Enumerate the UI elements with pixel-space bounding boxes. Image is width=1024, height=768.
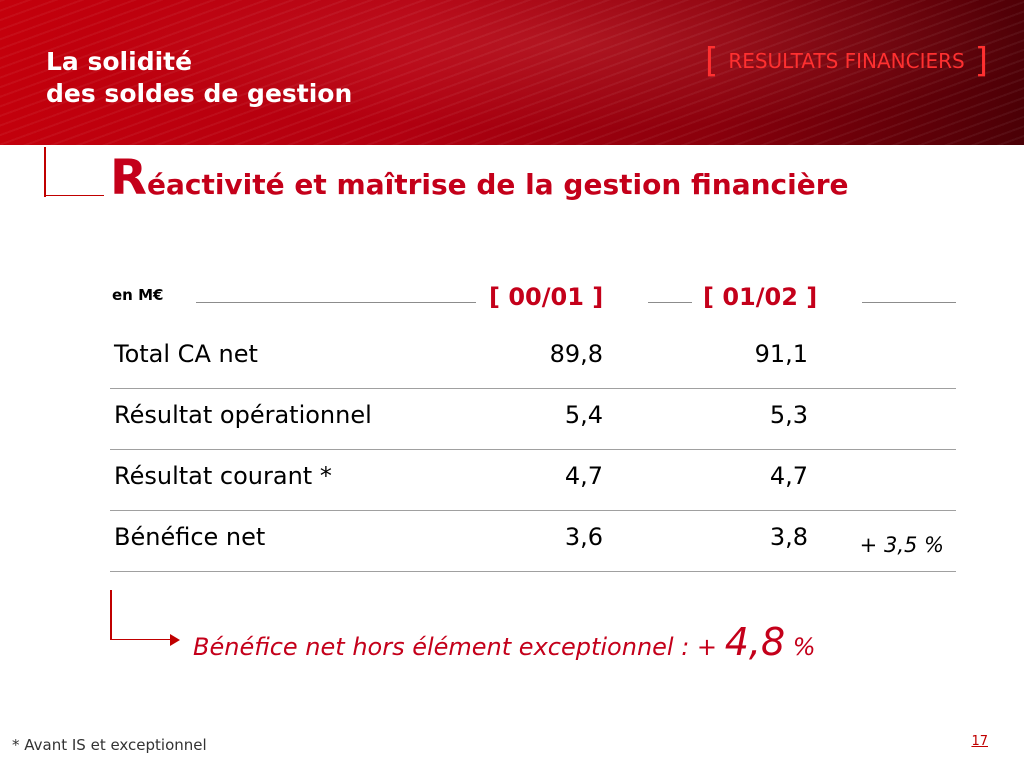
unit-label: en M€ — [112, 286, 164, 304]
callout-arrow-horizontal — [110, 639, 172, 640]
row-label: Total CA net — [114, 340, 258, 368]
growth-note-sign: + — [859, 533, 878, 557]
table-row: Bénéfice net 3,6 3,8 + 3,5 % — [110, 511, 956, 572]
row-value-0001: 3,6 — [564, 523, 603, 551]
column-header-0102: [ 01/02 ] — [703, 283, 818, 311]
row-label: Résultat opérationnel — [114, 401, 372, 429]
title-corner-vertical — [44, 147, 46, 197]
callout-arrow-vertical — [110, 590, 112, 640]
header-banner: La solidité des soldes de gestion [ RESU… — [0, 0, 1024, 145]
growth-note: + 3,5 % — [860, 533, 944, 557]
row-value-0102: 5,3 — [769, 401, 808, 429]
highlight-text: Bénéfice net hors élément exceptionnel :… — [193, 633, 718, 661]
highlight-callout: Bénéfice net hors élément exceptionnel :… — [193, 620, 816, 664]
page-title-initial: R — [110, 150, 147, 206]
row-label: Bénéfice net — [114, 523, 266, 551]
table-row: Résultat opérationnel 5,4 5,3 — [110, 389, 956, 450]
row-value-0001: 89,8 — [549, 340, 603, 368]
table-row: Résultat courant * 4,7 4,7 — [110, 450, 956, 511]
growth-note-value: 3,5 % — [883, 533, 944, 557]
section-label: RESULTATS FINANCIERS — [728, 49, 965, 73]
banner-title-line2: des soldes de gestion — [46, 79, 353, 108]
section-tag: [ RESULTATS FINANCIERS ] — [705, 44, 988, 78]
table-row: Total CA net 89,8 91,1 — [110, 328, 956, 389]
highlight-unit: % — [792, 633, 816, 661]
row-label: Résultat courant * — [114, 462, 332, 490]
page-number[interactable]: 17 — [971, 734, 988, 749]
banner-texture — [0, 0, 1024, 145]
banner-title-line1: La solidité — [46, 47, 193, 76]
section-bracket-open: [ — [705, 41, 719, 81]
row-value-0001: 5,4 — [564, 401, 603, 429]
header-divider-left — [196, 302, 476, 303]
title-corner-horizontal — [44, 195, 104, 196]
row-value-0102: 4,7 — [769, 462, 808, 490]
section-bracket-close: ] — [974, 41, 988, 81]
banner-title: La solidité des soldes de gestion — [46, 46, 352, 110]
highlight-value: 4,8 — [724, 620, 786, 664]
header-divider-right — [862, 302, 956, 303]
column-header-0001: [ 00/01 ] — [489, 283, 604, 311]
page-title-rest: éactivité et maîtrise de la gestion fina… — [146, 168, 849, 201]
row-value-0001: 4,7 — [564, 462, 603, 490]
arrow-right-icon — [170, 634, 180, 646]
header-divider-middle — [648, 302, 692, 303]
page-title: Réactivité et maîtrise de la gestion fin… — [110, 150, 849, 206]
row-value-0102: 91,1 — [754, 340, 808, 368]
row-value-0102: 3,8 — [769, 523, 808, 551]
footnote: * Avant IS et exceptionnel — [12, 736, 207, 754]
